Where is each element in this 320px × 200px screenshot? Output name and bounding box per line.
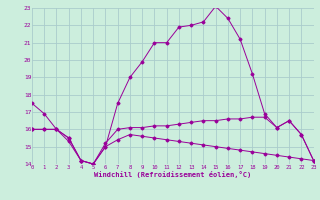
X-axis label: Windchill (Refroidissement éolien,°C): Windchill (Refroidissement éolien,°C) [94,171,252,178]
